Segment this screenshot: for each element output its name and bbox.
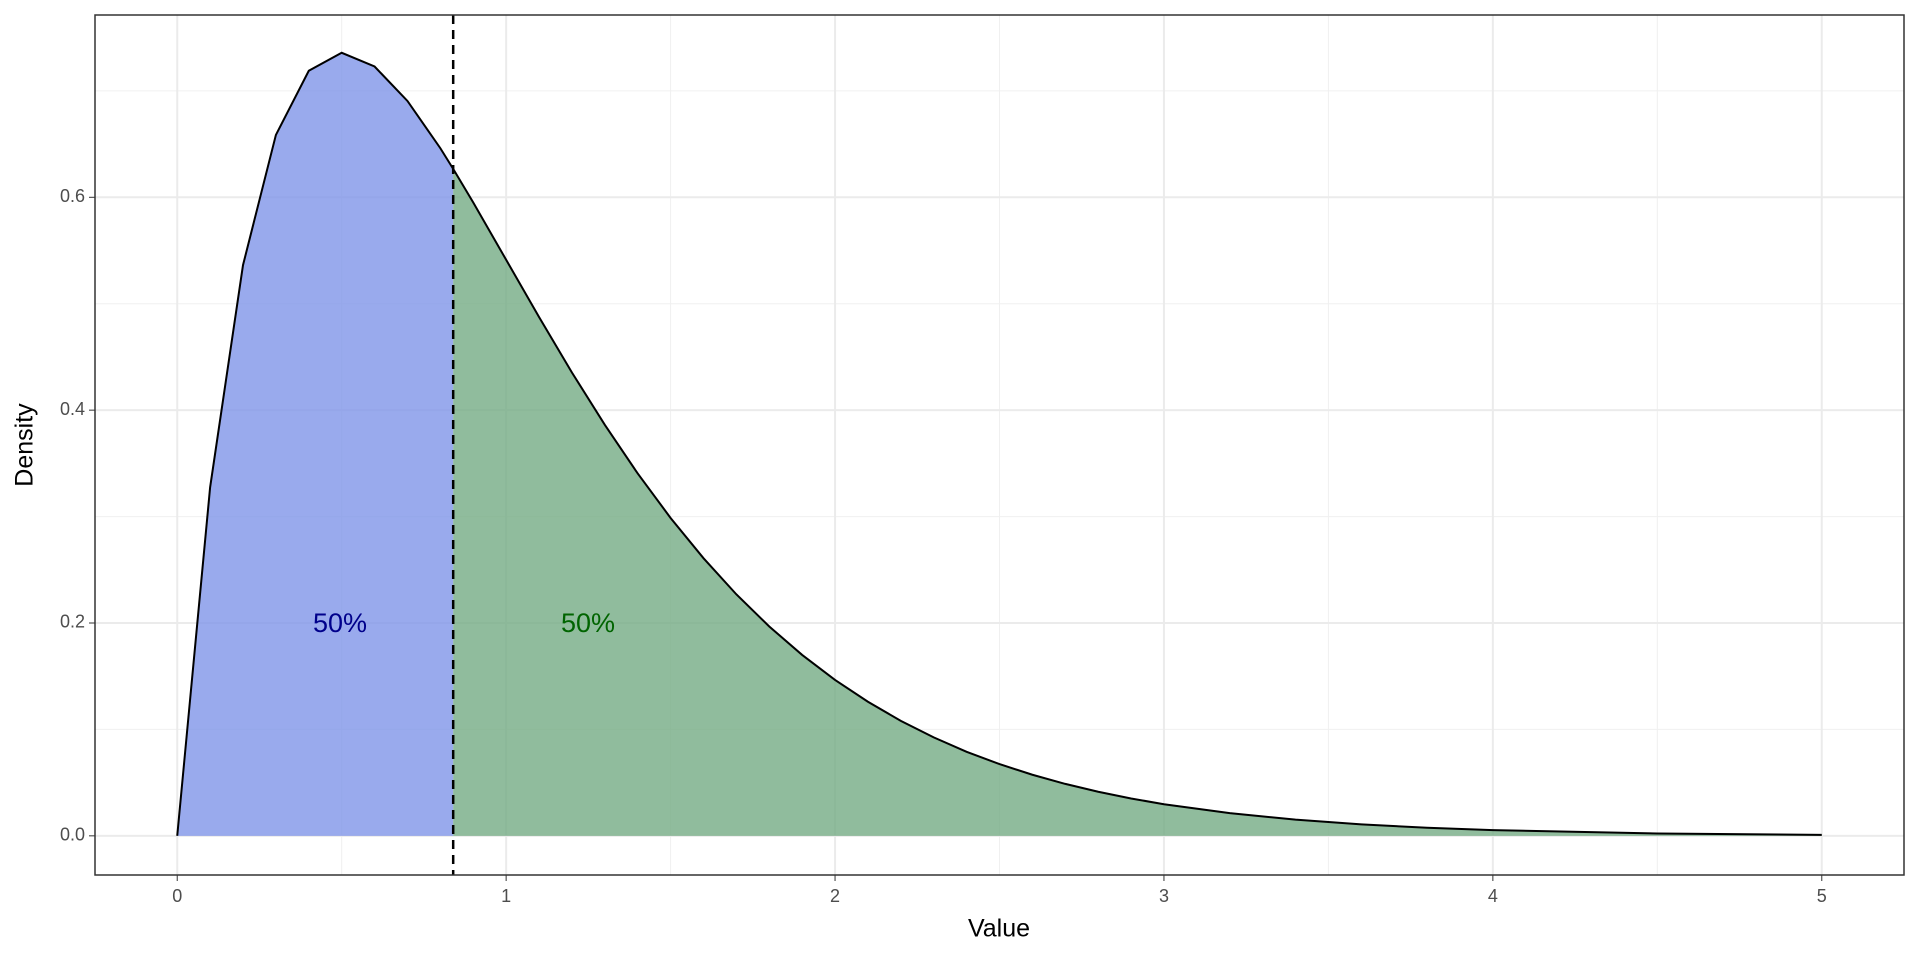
y-tick-label: 0.4: [60, 399, 85, 419]
y-tick-label: 0.6: [60, 186, 85, 206]
x-tick-label: 3: [1159, 886, 1169, 906]
y-axis-title: Density: [11, 403, 39, 487]
x-tick-label: 4: [1488, 886, 1498, 906]
x-tick-label: 0: [172, 886, 182, 906]
panel-border: [94, 14, 1905, 876]
annotation: 50%: [561, 608, 615, 638]
area: [177, 52, 454, 836]
annotation: 50%: [313, 608, 367, 638]
y-tick-label: 0.2: [60, 612, 85, 632]
density-line: [176, 51, 455, 836]
x-tick-label: 5: [1817, 886, 1827, 906]
density-line: [452, 168, 1822, 836]
area: [453, 168, 1822, 836]
x-axis-title: Value: [968, 915, 1030, 943]
x-tick-label: 1: [501, 886, 511, 906]
x-tick-label: 2: [830, 886, 840, 906]
y-tick-label: 0.0: [60, 825, 85, 845]
